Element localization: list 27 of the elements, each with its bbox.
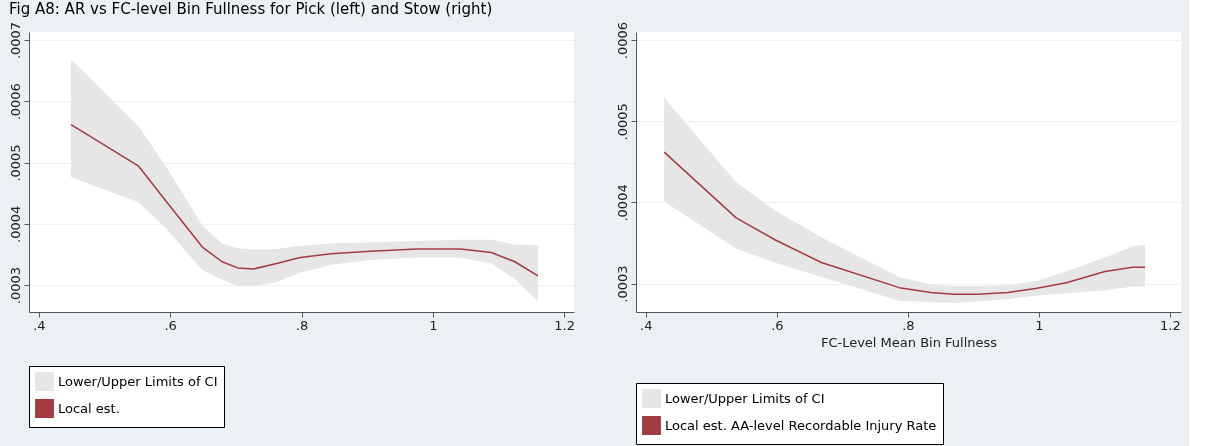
x-axis-title: FC-Level Mean Bin Fullness (820, 334, 998, 350)
y-tick-label: .0005 (614, 103, 630, 141)
y-tick-label: .0003 (614, 265, 630, 303)
x-tick-label: .4 (33, 317, 46, 333)
y-tick-label: .0006 (614, 22, 630, 60)
legend-label: Lower/Upper Limits of CI (58, 373, 218, 389)
x-tick-label: .8 (902, 317, 915, 333)
chart-title: Fig A8: AR vs FC-level Bin Fullness for Pick (left) and Stow (right) (9, 0, 493, 19)
x-tick-label: .6 (164, 317, 177, 333)
legend-label: Lower/Upper Limits of CI (665, 390, 825, 406)
legend-label: Local est. (58, 400, 120, 416)
line-series (663, 151, 1146, 295)
y-tick-label: .0007 (7, 21, 23, 60)
y-tick-label: .0005 (7, 144, 23, 182)
x-tick-label: 1 (1035, 317, 1044, 333)
x-tick-label: 1 (429, 317, 438, 333)
x-tick-label: .8 (295, 317, 309, 333)
x-tick-label: 1.2 (1160, 317, 1181, 333)
line-series (70, 123, 539, 277)
y-tick-label: .0003 (7, 266, 23, 305)
x-tick-label: .6 (771, 317, 784, 333)
y-tick-label: .0004 (7, 205, 23, 243)
x-tick-label: .4 (640, 317, 653, 333)
legend-label: Local est. AA-level Recordable Injury Rate (665, 417, 937, 433)
y-tick-label: .0006 (7, 83, 23, 121)
x-tick-label: 1.2 (554, 317, 575, 333)
y-tick-label: .0004 (614, 184, 630, 222)
